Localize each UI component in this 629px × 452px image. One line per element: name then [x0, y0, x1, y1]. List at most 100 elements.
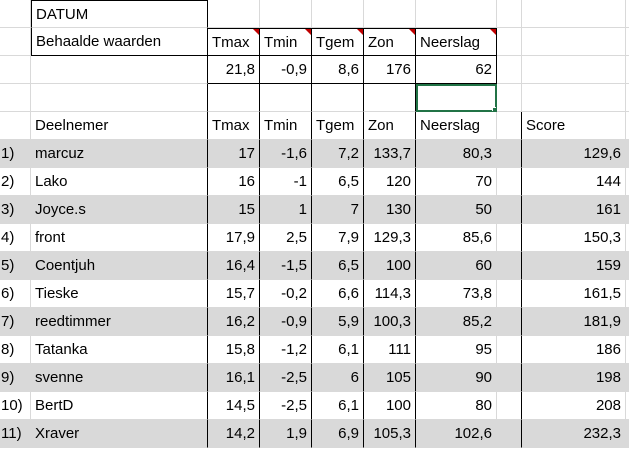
value-tmax[interactable]: 16,2	[208, 308, 260, 336]
value-score[interactable]: 144	[522, 168, 626, 196]
value-tgem[interactable]: 6,9	[312, 420, 364, 448]
value-tmax[interactable]: 17	[208, 140, 260, 168]
col-header-zon[interactable]: Zon	[364, 112, 416, 140]
cell-i1[interactable]	[522, 0, 626, 28]
col-header-tmin[interactable]: Tmin	[260, 112, 312, 140]
cell-h5[interactable]	[497, 112, 522, 140]
cell-a4[interactable]	[0, 84, 31, 112]
rank-label[interactable]: 2)	[0, 168, 31, 196]
participant-name[interactable]: Coentjuh	[31, 252, 208, 280]
value-tmin[interactable]: -1	[260, 168, 312, 196]
value-score[interactable]: 198	[522, 364, 626, 392]
cell-f4[interactable]	[364, 84, 416, 112]
cell-e1[interactable]	[312, 0, 364, 28]
value-neerslag[interactable]: 85,6	[416, 224, 497, 252]
value-neerslag[interactable]: 50	[416, 196, 497, 224]
value-tmin[interactable]: -0,2	[260, 280, 312, 308]
value-tgem[interactable]: 6,1	[312, 392, 364, 420]
cell-c4[interactable]	[208, 84, 260, 112]
spacer-cell[interactable]	[497, 364, 522, 392]
value-tmax[interactable]: 16	[208, 168, 260, 196]
value-tmax[interactable]: 16,1	[208, 364, 260, 392]
value-zon[interactable]: 105	[364, 364, 416, 392]
cell-d1[interactable]	[260, 0, 312, 28]
cell-h3[interactable]	[497, 56, 522, 84]
cell-e4[interactable]	[312, 84, 364, 112]
fill-handle[interactable]	[492, 107, 496, 111]
rank-label[interactable]: 5)	[0, 252, 31, 280]
cell-a5[interactable]	[0, 112, 31, 140]
spacer-cell[interactable]	[497, 140, 522, 168]
value-tmin[interactable]: -1,5	[260, 252, 312, 280]
value-tmax[interactable]: 15	[208, 196, 260, 224]
participant-name[interactable]: Lako	[31, 168, 208, 196]
participant-name[interactable]: svenne	[31, 364, 208, 392]
value-zon[interactable]: 114,3	[364, 280, 416, 308]
achieved-tgem[interactable]: 8,6	[312, 56, 364, 84]
value-zon[interactable]: 129,3	[364, 224, 416, 252]
value-tmin[interactable]: -2,5	[260, 364, 312, 392]
value-zon[interactable]: 130	[364, 196, 416, 224]
value-tgem[interactable]: 7,2	[312, 140, 364, 168]
value-score[interactable]: 161,5	[522, 280, 626, 308]
value-tgem[interactable]: 6,6	[312, 280, 364, 308]
rank-label[interactable]: 6)	[0, 280, 31, 308]
value-tmax[interactable]: 15,7	[208, 280, 260, 308]
spacer-cell[interactable]	[497, 252, 522, 280]
spacer-cell[interactable]	[497, 392, 522, 420]
spacer-cell[interactable]	[497, 336, 522, 364]
spacer-cell[interactable]	[497, 196, 522, 224]
value-neerslag[interactable]: 73,8	[416, 280, 497, 308]
header-tmax[interactable]: Tmax	[208, 28, 260, 56]
cell-c1[interactable]	[208, 0, 260, 28]
value-zon[interactable]: 100	[364, 392, 416, 420]
rank-label[interactable]: 3)	[0, 196, 31, 224]
participant-name[interactable]: Tatanka	[31, 336, 208, 364]
value-neerslag[interactable]: 102,6	[416, 420, 497, 448]
value-tmin[interactable]: -2,5	[260, 392, 312, 420]
value-zon[interactable]: 100,3	[364, 308, 416, 336]
header-neerslag[interactable]: Neerslag	[416, 28, 497, 56]
cell-i2[interactable]	[522, 28, 626, 56]
value-neerslag[interactable]: 80,3	[416, 140, 497, 168]
col-header-tgem[interactable]: Tgem	[312, 112, 364, 140]
cell-h4[interactable]	[497, 84, 522, 112]
value-neerslag[interactable]: 90	[416, 364, 497, 392]
value-score[interactable]: 181,9	[522, 308, 626, 336]
value-zon[interactable]: 111	[364, 336, 416, 364]
cell-d4[interactable]	[260, 84, 312, 112]
rank-label[interactable]: 4)	[0, 224, 31, 252]
value-score[interactable]: 232,3	[522, 420, 626, 448]
participant-name[interactable]: Tieske	[31, 280, 208, 308]
achieved-zon[interactable]: 176	[364, 56, 416, 84]
value-tmin[interactable]: 2,5	[260, 224, 312, 252]
col-header-score[interactable]: Score	[522, 112, 626, 140]
col-header-tmax[interactable]: Tmax	[208, 112, 260, 140]
value-score[interactable]: 129,6	[522, 140, 626, 168]
rank-label[interactable]: 11)	[0, 420, 31, 448]
spacer-cell[interactable]	[497, 224, 522, 252]
value-tgem[interactable]: 6,5	[312, 252, 364, 280]
behaalde-waarden-label[interactable]: Behaalde waarden	[31, 28, 208, 56]
value-zon[interactable]: 120	[364, 168, 416, 196]
cell-h2[interactable]	[497, 28, 522, 56]
value-tgem[interactable]: 5,9	[312, 308, 364, 336]
value-tmin[interactable]: 1,9	[260, 420, 312, 448]
cell-h1[interactable]	[497, 0, 522, 28]
cell-a2[interactable]	[0, 28, 31, 56]
rank-label[interactable]: 8)	[0, 336, 31, 364]
cell-f1[interactable]	[364, 0, 416, 28]
cell-g1[interactable]	[416, 0, 497, 28]
value-neerslag[interactable]: 60	[416, 252, 497, 280]
value-tmin[interactable]: 1	[260, 196, 312, 224]
achieved-neerslag[interactable]: 62	[416, 56, 497, 84]
header-tmin[interactable]: Tmin	[260, 28, 312, 56]
value-tmin[interactable]: -0,9	[260, 308, 312, 336]
cell-i4[interactable]	[522, 84, 626, 112]
datum-label[interactable]: DATUM	[31, 0, 208, 28]
value-neerslag[interactable]: 95	[416, 336, 497, 364]
value-tgem[interactable]: 6,1	[312, 336, 364, 364]
value-tgem[interactable]: 6	[312, 364, 364, 392]
selected-cell[interactable]	[416, 84, 497, 112]
value-zon[interactable]: 100	[364, 252, 416, 280]
